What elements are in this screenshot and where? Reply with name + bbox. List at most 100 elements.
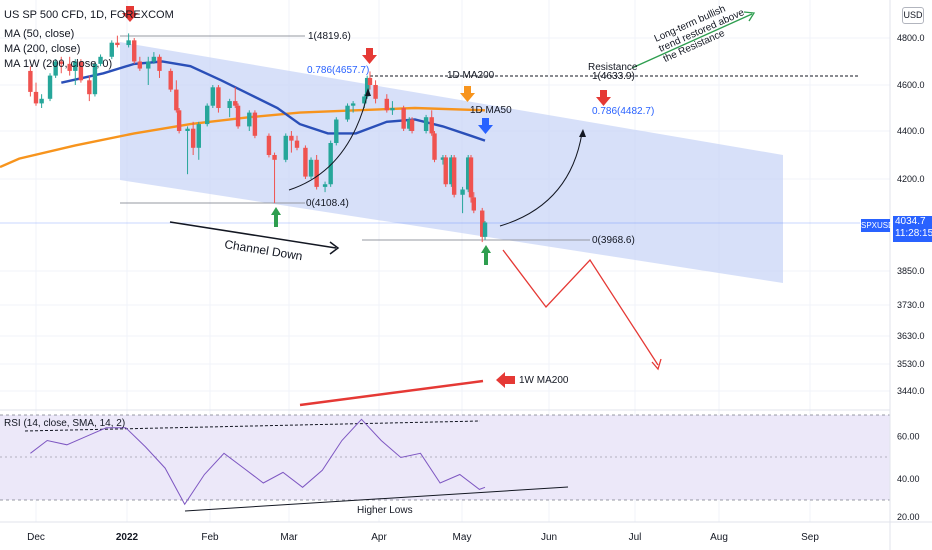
candle-body [132,40,137,62]
candle-body [233,101,238,106]
long-term-arrow [631,13,753,69]
ma200w-legend[interactable]: MA 1W (200, close, 0) [4,58,113,70]
higher-lows-label: Higher Lows [357,505,413,516]
candle-body [460,189,465,195]
candle-body [87,80,92,95]
ma200-1w-line [299,379,484,407]
time-tick-label: Apr [371,532,387,543]
rsi-axis[interactable]: 60.00 40.00 20.00 [897,431,920,522]
ma200-legend[interactable]: MA (200, close) [4,43,81,55]
time-tick-label: Feb [201,532,219,543]
time-tick-label: Mar [280,532,298,543]
candle-body [157,56,162,71]
candle-body [480,210,485,237]
price-tick-label: 3440.0 [897,386,925,396]
symbol-title[interactable]: US SP 500 CFD, 1D, FOREXCOM [4,9,174,21]
candle-body [137,61,143,69]
candle-body [53,61,58,76]
candle-body [210,87,216,106]
time-tick-label: Jun [541,532,557,543]
green-arrow-may [481,245,491,265]
time-tick-label: 2022 [116,532,139,543]
curve-arrow-may [499,132,583,227]
resistance-label: Resistance [588,62,638,73]
price-tag-countdown: 11:28:15 [895,228,932,239]
candle-body [59,61,64,64]
candle-body [471,197,477,211]
price-tick-label: 4200.0 [897,174,925,184]
time-axis[interactable]: Dec 2022 Feb Mar Apr May Jun Jul Aug Sep [27,532,819,543]
candle-body [168,70,173,90]
candle-body [364,77,370,97]
rsi-line [30,418,486,506]
price-tick-label: 3730.0 [897,300,925,310]
channel-arrow-head [329,241,340,255]
candle-body [289,135,294,141]
ma50-legend[interactable]: MA (50, close) [4,28,75,40]
long-term-arrow-head [743,11,756,22]
annotations [122,6,756,407]
candle-body [401,108,406,129]
candle-body [67,63,72,71]
candle-body [350,103,356,106]
candle-body [362,96,367,104]
candle-body [390,108,395,111]
projection-path [502,249,659,366]
price-axis[interactable]: 4800.0 4600.0 4400.0 4200.0 3850.0 3730.0 3630… [897,33,925,396]
price-tick-label: 4400.0 [897,126,925,136]
time-tick-label: Sep [801,532,819,543]
red-arrow-mar-top [362,48,377,64]
rsi-tick-label: 60.00 [897,431,920,441]
candle-body [47,75,53,99]
fib-low-a-label: 0(4108.4) [306,198,349,209]
channel-arrow [169,221,337,249]
curve-arrow-feb [288,91,369,191]
time-tick-label: Dec [27,532,45,543]
ma50-1d-label: 1D MA50 [470,105,512,116]
curve-arrow-may-head [579,129,586,137]
time-tick-label: Jul [629,532,642,543]
candle-body [449,157,454,185]
price-tag-value: 4034.7 11:28:15 [893,216,932,242]
fib-high-label: 1(4819.6) [308,31,351,42]
price-tick-label: 3530.0 [897,359,925,369]
price-tick-label: 4600.0 [897,80,925,90]
green-arrow-feb [271,207,281,227]
rsi-tick-label: 20.00 [897,512,920,522]
currency-button[interactable]: USD [902,7,924,24]
candle-body [443,157,448,185]
candle-body [196,124,201,148]
fib-1-b-label: 1(4633.9) [592,71,635,82]
price-tag-symbol: SPXUSD [861,219,894,232]
candle-body [384,98,390,111]
candle-body [465,157,471,190]
candle-body [73,61,78,71]
ma200-1w-label: 1W MA200 [519,375,569,386]
candle-body [367,77,373,85]
rsi-resistance-dashed [24,420,481,432]
candle-body [451,157,457,195]
red-arrow-top-left [122,6,138,22]
price-tick-label: 3850.0 [897,266,925,276]
fib-0786-a-label: 0.786(4657.7) [307,65,369,76]
higher-lows-line [184,486,569,512]
candle-body [115,42,120,46]
candle-body [308,159,314,177]
projection-arrow-head [651,358,662,371]
candle-body [78,61,84,81]
candle-body [328,143,333,185]
long-term-label: Long-term bullish trend restored above t… [653,0,753,65]
candle-body [429,117,434,134]
candle-body [227,101,232,108]
candle-body [126,40,131,46]
candle-body [334,119,339,143]
candles [28,33,488,243]
candle-body [216,87,221,108]
price-tag-price: 4034.7 [895,216,926,227]
blue-arrow-ma50 [478,118,493,134]
candle-body [294,140,300,148]
candle-body [373,85,378,99]
fib-0786-b-label: 0.786(4482.7) [592,106,654,117]
rsi-title: RSI (14, close, SMA, 14, 2) [4,418,125,429]
